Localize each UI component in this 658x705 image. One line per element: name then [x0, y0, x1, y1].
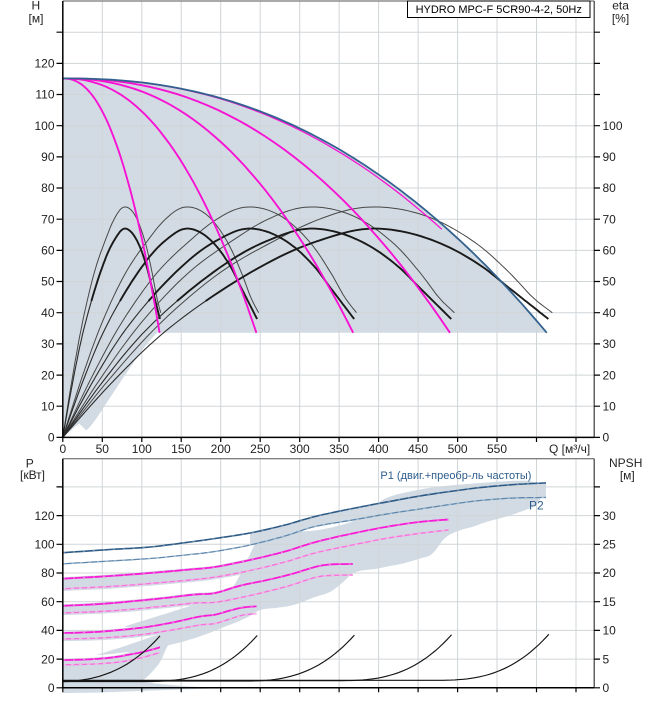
svg-text:50: 50: [96, 442, 110, 456]
svg-text:110: 110: [35, 88, 54, 102]
svg-text:60: 60: [41, 595, 55, 609]
svg-text:150: 150: [171, 442, 191, 456]
svg-text:50: 50: [41, 275, 55, 289]
svg-text:450: 450: [408, 442, 428, 456]
svg-text:200: 200: [211, 442, 231, 456]
svg-text:Q [м³/ч]: Q [м³/ч]: [549, 442, 590, 456]
svg-text:0: 0: [48, 681, 55, 695]
svg-text:20: 20: [603, 566, 617, 580]
svg-text:500: 500: [448, 442, 468, 456]
svg-text:50: 50: [603, 275, 617, 289]
svg-text:[м]: [м]: [620, 469, 635, 483]
svg-text:100: 100: [132, 442, 152, 456]
svg-text:300: 300: [290, 442, 310, 456]
svg-text:eta: eta: [612, 0, 629, 13]
svg-text:25: 25: [603, 538, 617, 552]
svg-text:20: 20: [41, 652, 55, 666]
svg-text:40: 40: [603, 306, 617, 320]
svg-text:0: 0: [603, 681, 610, 695]
svg-text:30: 30: [603, 337, 617, 351]
svg-text:[кВт]: [кВт]: [20, 468, 45, 482]
svg-text:550: 550: [487, 442, 507, 456]
svg-text:120: 120: [34, 509, 54, 523]
svg-text:350: 350: [329, 442, 349, 456]
svg-text:NPSH: NPSH: [609, 456, 642, 470]
svg-text:10: 10: [41, 399, 55, 413]
svg-text:120: 120: [34, 57, 54, 71]
svg-text:30: 30: [603, 509, 617, 523]
svg-text:90: 90: [41, 150, 55, 164]
svg-text:H: H: [31, 0, 40, 13]
svg-text:P2: P2: [529, 499, 544, 513]
svg-text:20: 20: [603, 368, 617, 382]
svg-text:15: 15: [603, 595, 617, 609]
svg-text:60: 60: [41, 244, 55, 258]
svg-text:[%]: [%]: [612, 12, 629, 26]
svg-text:100: 100: [34, 119, 54, 133]
svg-text:90: 90: [603, 150, 617, 164]
svg-text:0: 0: [603, 431, 610, 445]
svg-text:20: 20: [41, 368, 55, 382]
svg-text:40: 40: [41, 306, 55, 320]
svg-text:100: 100: [34, 538, 54, 552]
svg-text:40: 40: [41, 624, 55, 638]
svg-text:5: 5: [603, 652, 610, 666]
svg-text:70: 70: [603, 212, 617, 226]
svg-text:HYDRO MPC-F 5CR90-4-2, 50Hz: HYDRO MPC-F 5CR90-4-2, 50Hz: [416, 4, 582, 16]
svg-text:[м]: [м]: [29, 12, 44, 26]
svg-text:80: 80: [41, 566, 55, 580]
svg-text:80: 80: [41, 181, 55, 195]
svg-text:0: 0: [48, 431, 55, 445]
svg-text:400: 400: [369, 442, 389, 456]
svg-text:0: 0: [59, 442, 66, 456]
svg-text:P: P: [26, 457, 34, 471]
svg-text:60: 60: [603, 244, 617, 258]
svg-text:250: 250: [250, 442, 270, 456]
svg-text:70: 70: [41, 212, 55, 226]
svg-text:100: 100: [603, 119, 623, 133]
svg-text:P1 (двиг.+преобр-ль частоты): P1 (двиг.+преобр-ль частоты): [380, 470, 531, 482]
svg-text:10: 10: [603, 624, 617, 638]
svg-text:10: 10: [603, 399, 617, 413]
svg-text:30: 30: [41, 337, 55, 351]
svg-text:80: 80: [603, 181, 617, 195]
